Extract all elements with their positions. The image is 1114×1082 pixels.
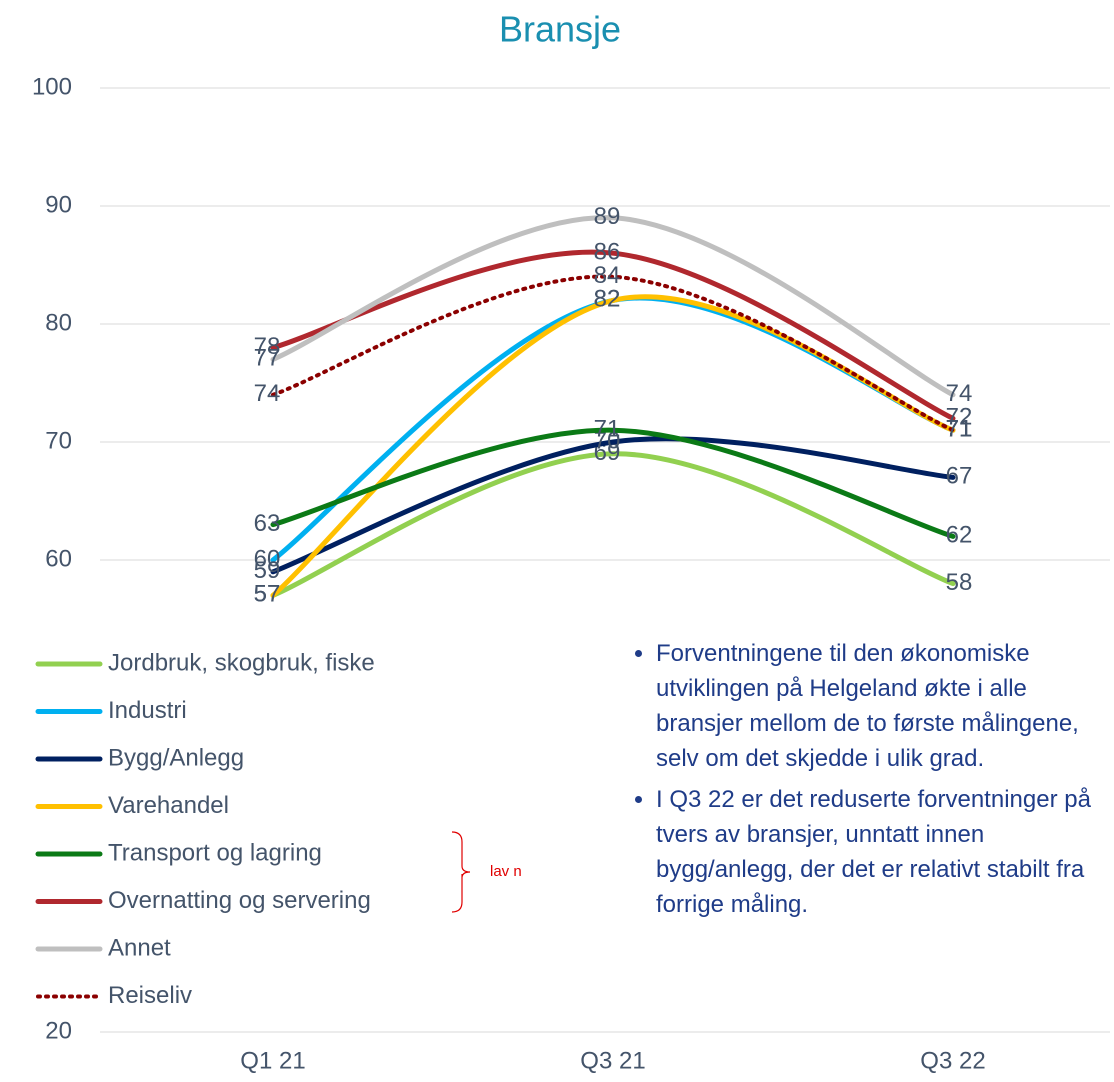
- data-label: 89: [594, 203, 621, 230]
- data-label: 84: [594, 262, 621, 289]
- series-line: [271, 274, 955, 433]
- data-label: 74: [946, 380, 973, 407]
- legend-label: Annet: [108, 934, 171, 961]
- data-label: 77: [254, 345, 281, 372]
- x-tick-label: Q3 21: [580, 1047, 645, 1074]
- data-label: 67: [946, 463, 973, 490]
- legend: Jordbruk, skogbruk, fiske Industri Bygg/An…: [20, 640, 600, 1009]
- data-label: 63: [254, 510, 281, 537]
- series-line: [270, 215, 956, 398]
- y-tick-label: 70: [45, 427, 72, 454]
- annotation: lav n: [490, 863, 522, 880]
- y-tick-label: 100: [32, 73, 72, 100]
- chart-title: Bransje: [499, 9, 621, 50]
- legend-label: Reiseliv: [108, 982, 192, 1009]
- data-label: 71: [946, 416, 973, 443]
- legend-label: Overnatting og servering: [108, 887, 371, 914]
- y-tick-label: 80: [45, 309, 72, 336]
- x-tick-label: Q3 22: [920, 1047, 985, 1074]
- legend-label: Varehandel: [108, 792, 229, 819]
- legend-background: [20, 640, 600, 1005]
- data-label: 62: [946, 522, 973, 549]
- note: I Q3 22 er det reduserte forventninger p…: [656, 782, 1114, 922]
- note: Forventningene til den økonomiske utvikl…: [656, 636, 1114, 776]
- y-tick-label: 90: [45, 191, 72, 218]
- series-line: [270, 427, 956, 539]
- series-line: [270, 436, 956, 575]
- data-label: 71: [594, 416, 621, 443]
- x-tick-label: Q1 21: [240, 1047, 305, 1074]
- bracket: [451, 831, 471, 913]
- legend-label: Jordbruk, skogbruk, fiske: [108, 649, 375, 676]
- data-label: 82: [594, 286, 621, 313]
- y-tick-label: 60: [45, 545, 72, 572]
- legend-label: Transport og lagring: [108, 839, 322, 866]
- legend-label: Industri: [108, 697, 187, 724]
- data-label: 72: [946, 404, 973, 431]
- data-label: 74: [254, 380, 281, 407]
- series-line: [270, 294, 956, 598]
- data-label: 86: [594, 239, 621, 266]
- legend-label: Bygg/Anlegg: [108, 744, 244, 771]
- data-label: 58: [946, 569, 973, 596]
- series-line: [270, 451, 956, 598]
- data-label: 57: [254, 581, 281, 608]
- notes: Forventningene til den økonomiske utvikl…: [620, 636, 1114, 928]
- y-tick-label: 20: [45, 1017, 72, 1044]
- data-label: 59: [254, 557, 281, 584]
- data-label: 60: [254, 545, 281, 572]
